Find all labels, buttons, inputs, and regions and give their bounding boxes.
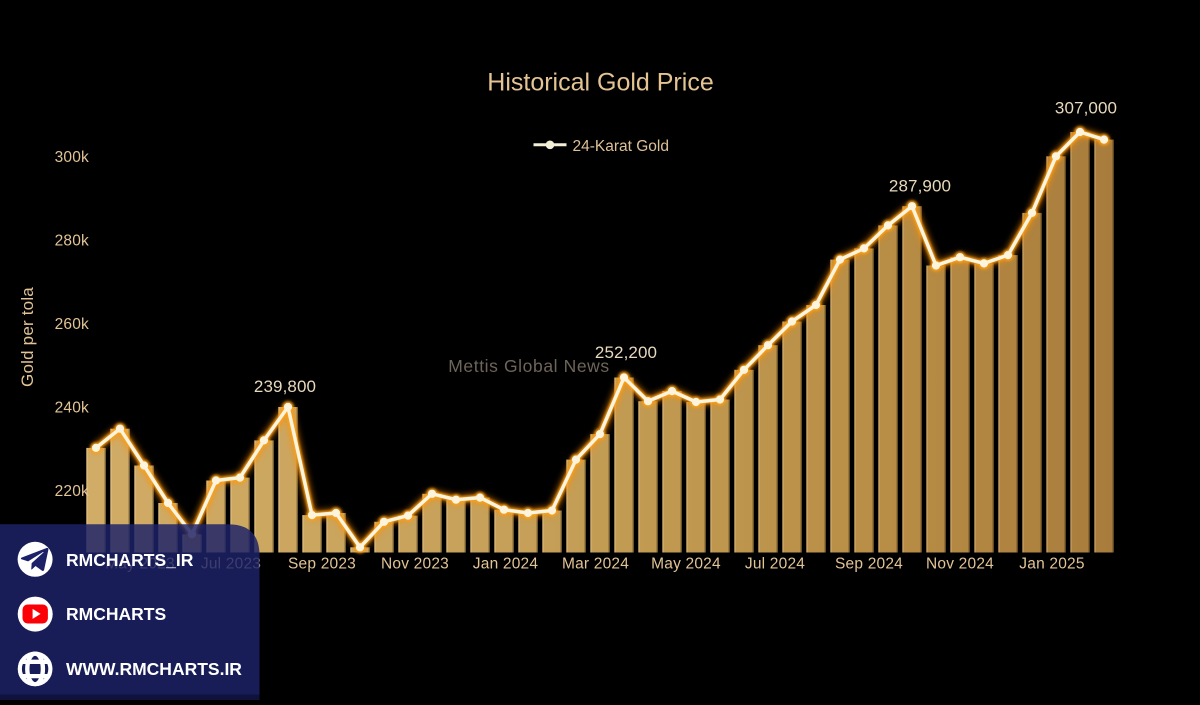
svg-text:307,000: 307,000 xyxy=(1055,99,1117,118)
svg-text:287,900: 287,900 xyxy=(889,177,951,196)
svg-text:280k: 280k xyxy=(55,232,89,249)
svg-text:RMCHARTS: RMCHARTS xyxy=(66,604,166,624)
svg-text:Sep 2023: Sep 2023 xyxy=(288,556,356,573)
svg-text:Mettis Global News: Mettis Global News xyxy=(448,356,610,376)
svg-text:Nov 2023: Nov 2023 xyxy=(381,556,449,573)
svg-text:Jul 2024: Jul 2024 xyxy=(745,556,805,573)
svg-text:Historical Gold Price: Historical Gold Price xyxy=(487,69,713,97)
svg-text:Sep 2024: Sep 2024 xyxy=(835,556,903,573)
svg-text:24-Karat Gold: 24-Karat Gold xyxy=(573,138,670,155)
svg-text:239,800: 239,800 xyxy=(254,377,316,396)
svg-text:May 2024: May 2024 xyxy=(651,556,721,573)
svg-text:Jan 2025: Jan 2025 xyxy=(1019,556,1084,573)
svg-text:260k: 260k xyxy=(55,316,89,333)
svg-text:Mar 2024: Mar 2024 xyxy=(562,556,629,573)
svg-text:300k: 300k xyxy=(55,149,89,166)
svg-text:RMCHARTS_IR: RMCHARTS_IR xyxy=(66,550,194,570)
svg-text:WWW.RMCHARTS.IR: WWW.RMCHARTS.IR xyxy=(66,659,242,679)
svg-text:Gold per tola: Gold per tola xyxy=(18,287,37,387)
svg-text:Nov 2024: Nov 2024 xyxy=(926,556,994,573)
svg-text:240k: 240k xyxy=(55,399,89,416)
svg-text:220k: 220k xyxy=(55,483,89,500)
svg-text:252,200: 252,200 xyxy=(595,343,657,362)
svg-text:Jan 2024: Jan 2024 xyxy=(473,556,539,573)
